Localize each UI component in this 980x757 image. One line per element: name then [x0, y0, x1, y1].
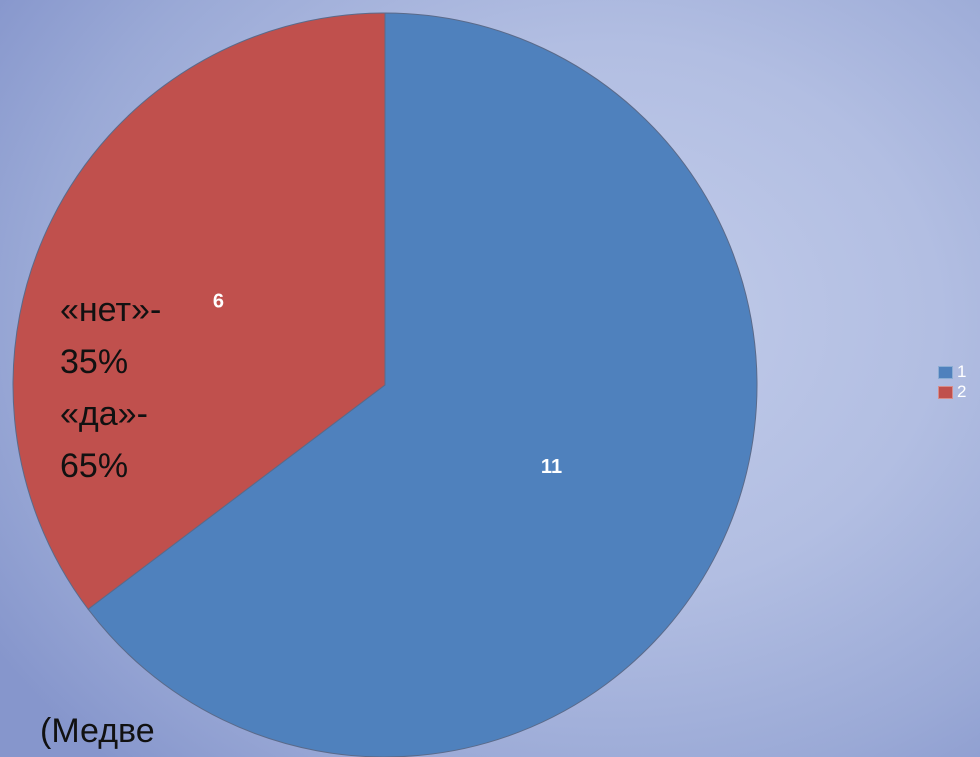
annotation-line-no-percent: 35% [60, 343, 129, 381]
annotation-line-no: «нет»- [60, 291, 162, 329]
pie-slice-1 [87, 12, 758, 757]
pie-slice-2 [12, 12, 386, 610]
data-label-1: 11 [541, 456, 562, 478]
legend-item-1: 1 [938, 362, 966, 382]
percentage-annotation: «нет»- 35% «да»- 65% [60, 284, 161, 492]
legend-swatch-2 [938, 385, 953, 399]
pie-slices [12, 12, 758, 757]
data-label-2: 6 [213, 290, 224, 312]
chart-legend: 1 2 [938, 362, 966, 402]
source-note: (Медве [40, 712, 155, 750]
legend-label-2: 2 [957, 382, 967, 401]
annotation-line-yes-percent: 65% [60, 447, 129, 485]
pie-data-labels: 11 6 [213, 290, 562, 478]
annotation-line-yes: «да»- [60, 395, 148, 433]
legend-item-2: 2 [938, 382, 966, 402]
legend-swatch-1 [938, 365, 953, 379]
legend-label-1: 1 [957, 362, 967, 381]
